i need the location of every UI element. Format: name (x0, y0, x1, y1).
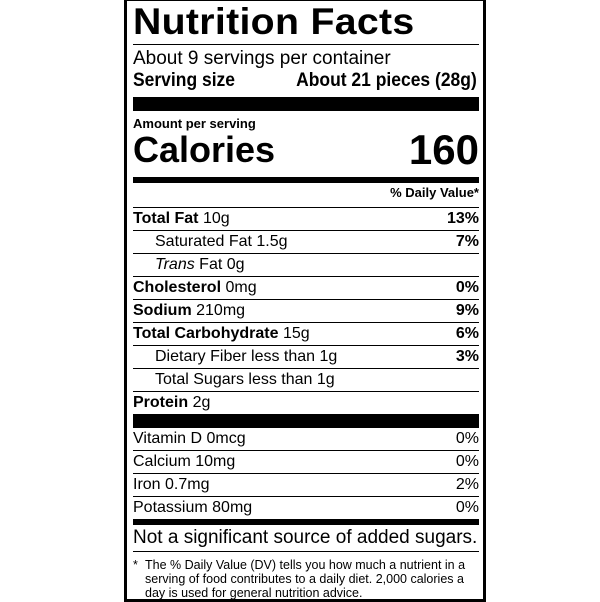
servings-per-container: About 9 servings per container (133, 48, 391, 69)
nutrient-name-suffix: Fat (199, 256, 223, 273)
nutrient-row-protein: Protein 2g (133, 392, 479, 414)
footnote-text: The % Daily Value (DV) tells you how muc… (145, 558, 466, 600)
medium-divider (133, 519, 479, 525)
nutrient-amount: 15g (282, 325, 310, 342)
calories-row: Calories 160 (133, 126, 479, 177)
footnote-star: * (133, 558, 138, 572)
vitamin-dv: 0% (455, 430, 479, 447)
nutrient-name: Cholesterol (133, 279, 222, 296)
nutrient-name: Total Fat (133, 210, 199, 227)
nutrient-name: Total Carbohydrate (133, 325, 279, 342)
vitamin-row-vitamin-d: Vitamin D 0mcg 0% (133, 428, 479, 451)
vitamin-dv: 0% (455, 453, 479, 470)
nutrient-row-trans-fat: Trans Fat 0g (133, 254, 479, 277)
nutrient-name: Protein (133, 394, 189, 411)
medium-divider (133, 177, 479, 183)
nutrient-name: Dietary Fiber (155, 348, 247, 365)
added-sugars-note: Not a significant source of added sugars… (133, 525, 479, 552)
vitamin-text: Potassium 80mg (133, 499, 253, 516)
thick-divider (133, 414, 479, 428)
nutrient-dv: 0% (455, 279, 479, 296)
nutrient-dv: 6% (455, 325, 479, 342)
nutrient-row-dietary-fiber: Dietary Fiber less than 1g 3% (133, 346, 479, 369)
nutrient-row-cholesterol: Cholesterol 0mg 0% (133, 277, 479, 300)
nutrient-dv: 9% (455, 302, 479, 319)
calories-label: Calories (133, 129, 276, 170)
nutrient-row-saturated-fat: Saturated Fat 1.5g 7% (133, 231, 479, 254)
nutrient-row-total-carbohydrate: Total Carbohydrate 15g 6% (133, 323, 479, 346)
daily-value-header: % Daily Value* (133, 183, 479, 208)
nutrient-row-total-sugars: Total Sugars less than 1g (133, 369, 479, 392)
nutrient-amount: 0g (226, 256, 245, 273)
nutrient-name: Total Sugars (155, 371, 244, 388)
nutrient-dv: 13% (446, 210, 479, 227)
amount-per-serving: Amount per serving (133, 116, 256, 131)
calories-value: 160 (408, 126, 479, 173)
vitamin-text: Calcium 10mg (133, 453, 236, 470)
nutrient-name: Saturated Fat (155, 233, 252, 250)
nutrient-amount: less than 1g (251, 348, 338, 365)
serving-size-label: Serving size (133, 70, 236, 91)
vitamin-dv: 2% (455, 476, 479, 493)
nutrient-dv: 3% (455, 348, 479, 365)
footnote: * The % Daily Value (DV) tells you how m… (133, 558, 479, 600)
nutrient-row-total-fat: Total Fat 10g 13% (133, 208, 479, 231)
label-title: Nutrition Facts (133, 1, 415, 42)
vitamin-dv: 0% (455, 499, 479, 516)
vitamin-text: Vitamin D 0mcg (133, 430, 246, 447)
nutrient-amount: 10g (202, 210, 230, 227)
nutrient-amount: 1.5g (256, 233, 288, 250)
nutrient-dv: 7% (455, 233, 479, 250)
serving-size: Serving size About 21 pieces (28g) (133, 70, 477, 97)
vitamin-text: Iron 0.7mg (133, 476, 210, 493)
nutrient-amount: 210mg (196, 302, 246, 319)
divider (133, 44, 479, 45)
vitamin-row-iron: Iron 0.7mg 2% (133, 474, 479, 497)
vitamin-row-calcium: Calcium 10mg 0% (133, 451, 479, 474)
nutrition-facts-label: Nutrition Facts About 9 servings per con… (124, 0, 486, 602)
thick-divider (133, 97, 479, 111)
nutrient-name: Trans (155, 256, 195, 273)
vitamin-row-potassium: Potassium 80mg 0% (133, 497, 479, 519)
nutrient-name: Sodium (133, 302, 192, 319)
nutrient-amount: 2g (192, 394, 211, 411)
nutrient-row-sodium: Sodium 210mg 9% (133, 300, 479, 323)
nutrient-amount: less than 1g (248, 371, 335, 388)
nutrient-amount: 0mg (225, 279, 257, 296)
serving-size-value: About 21 pieces (28g) (296, 70, 477, 91)
